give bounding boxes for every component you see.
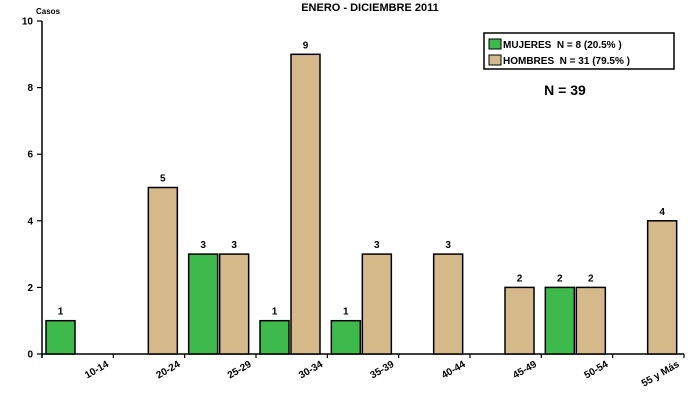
bar-hombres-25-29 (218, 253, 250, 355)
x-tick-label: 30-34 (297, 359, 325, 382)
legend-label-hombres: HOMBRES N = 31 (79.5% ) (503, 56, 630, 67)
y-axis-label: Casos (36, 7, 61, 16)
bar-mujeres-50-54 (544, 286, 576, 355)
bar-hombres-40-44 (432, 253, 464, 355)
legend-box (483, 32, 675, 70)
y-tick-label: 10 (22, 17, 34, 28)
x-tick-label: 45-49 (511, 359, 539, 382)
bars (45, 53, 678, 355)
data-label: 1 (343, 307, 349, 318)
data-label: 2 (588, 273, 594, 284)
x-tick-label: 25-29 (226, 359, 254, 382)
bar-hombres-55-y-más (646, 220, 678, 355)
legend-swatch-mujeres (488, 38, 502, 50)
bar-hombres-45-49 (504, 286, 535, 355)
data-label: 9 (303, 40, 309, 51)
legend-swatch-hombres (488, 54, 502, 66)
x-tick-label: 20-24 (155, 359, 183, 382)
total-annotation: N = 39 (544, 82, 586, 98)
y-axis: 0 2 4 6 8 10 (22, 17, 43, 361)
x-tick-label: 40-44 (440, 359, 468, 382)
x-tick-label: 10-14 (83, 359, 111, 382)
bar-mujeres-35-39 (330, 319, 362, 355)
x-tick-label: 35-39 (369, 359, 397, 382)
chart-title: ENERO - DICIEMBRE 2011 (301, 2, 439, 14)
y-tick-label: 4 (27, 216, 33, 227)
legend: MUJERES N = 8 (20.5% ) HOMBRES N = 31 (7… (483, 32, 675, 70)
y-tick-label: 6 (27, 150, 33, 161)
data-label: 2 (517, 273, 523, 284)
data-label: 2 (557, 273, 563, 284)
x-tick-label: 50-54 (583, 359, 611, 382)
data-label: 3 (374, 240, 380, 251)
bar-hombres-30-34 (290, 53, 321, 355)
bar-mujeres-30-34 (259, 319, 290, 355)
data-label: 3 (231, 240, 237, 251)
bar-hombres-35-39 (361, 253, 393, 355)
y-tick-label: 2 (27, 283, 33, 294)
x-tick-label: 55 y Más (640, 359, 682, 390)
data-label: 1 (272, 307, 278, 318)
legend-label-mujeres: MUJERES N = 8 (20.5% ) (503, 40, 622, 51)
data-labels: 1 3 1 1 2 5 3 9 3 3 2 2 4 (58, 40, 666, 317)
y-tick-label: 8 (27, 83, 33, 94)
data-label: 1 (58, 307, 64, 318)
bar-hombres-50-54 (575, 286, 607, 355)
bar-hombres-20-24 (147, 186, 179, 355)
data-label: 5 (160, 174, 166, 185)
x-axis: 10-14 20-24 25-29 30-34 35-39 40-44 45-49 50-54… (41, 353, 685, 390)
bar-mujeres-25-29 (187, 253, 219, 355)
bar-mujeres-10-14 (45, 319, 76, 355)
y-tick-label: 0 (27, 350, 33, 361)
data-label: 3 (200, 240, 206, 251)
data-label: 3 (445, 240, 451, 251)
data-label: 4 (659, 207, 665, 218)
